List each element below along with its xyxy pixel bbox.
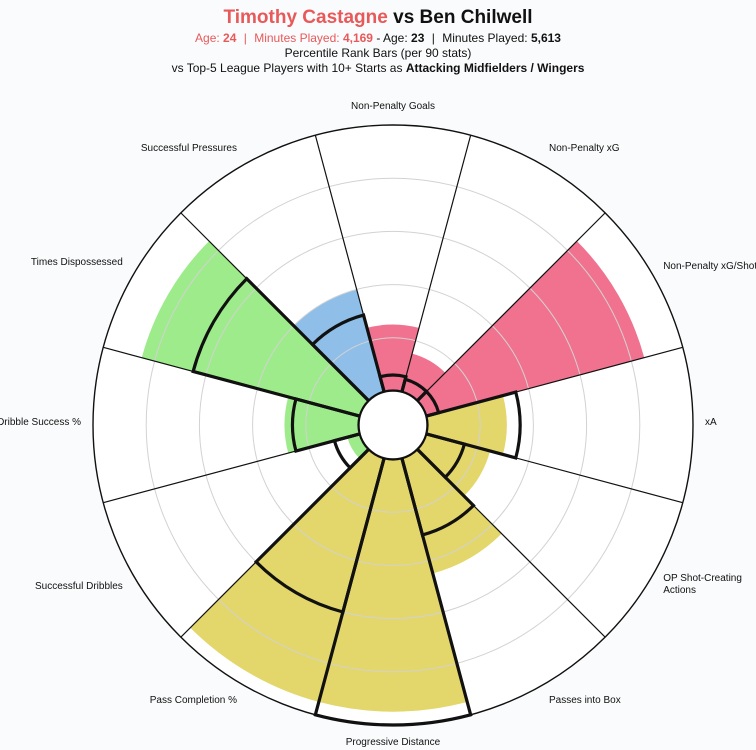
chart-header: Timothy Castagne vs Ben Chilwell Age: 24…: [0, 6, 756, 76]
category-label: OP Shot-Creating Actions: [663, 573, 742, 596]
player-info-line: Age: 24 | Minutes Played: 4,169 - Age: 2…: [0, 31, 756, 46]
bar-series1: [318, 457, 468, 712]
subtitle-prefix: vs Top-5 League Players with 10+ Starts …: [171, 61, 403, 75]
p1-age-label: Age:: [195, 31, 220, 45]
p2-age: 23: [411, 31, 425, 45]
category-label: Successful Dribbles: [35, 581, 123, 592]
p1-minutes-label: Minutes Played:: [254, 31, 340, 45]
bar-series1: [401, 449, 502, 574]
center-hole: [358, 390, 428, 460]
p2-minutes: 5,613: [530, 31, 561, 45]
separator: |: [431, 31, 435, 45]
category-label: Pass Completion %: [150, 695, 237, 706]
chart-subtitle-2: vs Top-5 League Players with 10+ Starts …: [0, 61, 756, 76]
category-label: Successful Pressures: [141, 143, 237, 154]
category-label: Progressive Distance: [346, 737, 441, 748]
dash: -: [376, 31, 381, 45]
p1-age: 24: [223, 31, 237, 45]
vs-text: vs: [393, 7, 415, 28]
p1-minutes: 4,169: [342, 31, 373, 45]
grid-ring: [305, 337, 481, 513]
grid-ring: [145, 177, 641, 673]
category-label: Non-Penalty xG/Shot: [663, 261, 756, 272]
spoke-line: [401, 135, 472, 393]
player1-name: Timothy Castagne: [223, 7, 388, 28]
bar-series1: [284, 396, 361, 454]
chart-title: Timothy Castagne vs Ben Chilwell: [0, 6, 756, 30]
category-label: Dribble Success %: [0, 417, 81, 428]
separator: |: [243, 31, 247, 45]
p2-age-label: Age:: [383, 31, 408, 45]
grid-ring: [252, 284, 534, 566]
bar-series1: [425, 395, 507, 455]
p2-minutes-label: Minutes Played:: [442, 31, 528, 45]
bar-series1: [401, 353, 446, 401]
player2-name: Ben Chilwell: [419, 7, 533, 28]
spoke-line: [416, 212, 606, 402]
category-label: Non-Penalty Goals: [351, 101, 435, 112]
category-label: Times Dispossessed: [31, 257, 123, 268]
category-label: xA: [705, 417, 717, 428]
category-label: Non-Penalty xG: [549, 143, 620, 154]
chart-subtitle-1: Percentile Rank Bars (per 90 stats): [284, 46, 472, 60]
grid-ring: [198, 230, 588, 620]
category-label: Passes into Box: [549, 695, 621, 706]
subtitle-position: Attacking Midfielders / Wingers: [405, 61, 585, 75]
